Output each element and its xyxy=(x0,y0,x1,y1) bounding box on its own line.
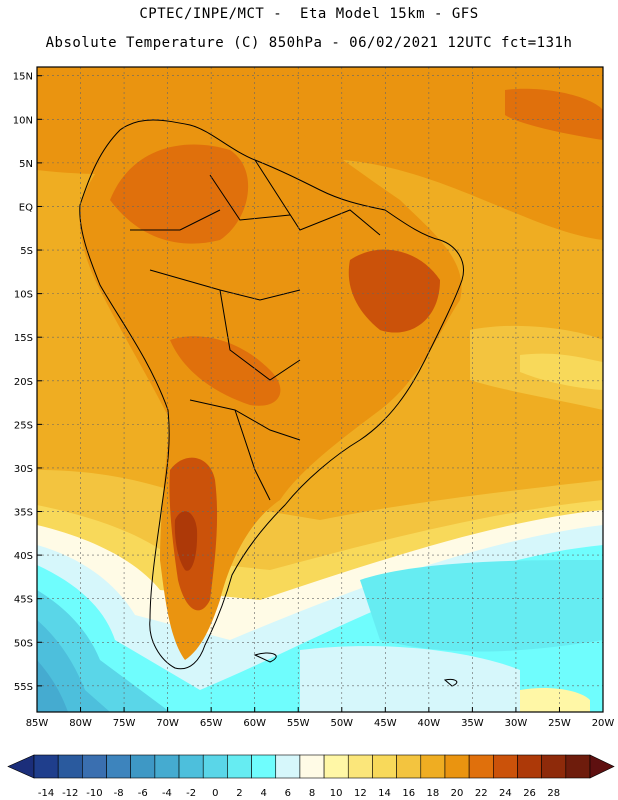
lon-label: 85W xyxy=(26,718,49,729)
colorbar-label: -4 xyxy=(162,788,172,799)
colorbar-swatch xyxy=(541,754,567,779)
lat-label: 20S xyxy=(14,377,33,388)
colorbar-swatch xyxy=(347,754,373,779)
colorbar-swatch xyxy=(275,754,301,779)
colorbar-label: 26 xyxy=(523,788,536,799)
colorbar-low-arrow xyxy=(7,754,35,779)
colorbar-label: 0 xyxy=(212,788,218,799)
lon-label: 75W xyxy=(113,718,136,729)
temperature-field xyxy=(37,67,603,712)
latitude-labels: 15N 10N 5N EQ 5S 10S 15S 20S 25S 30S 35S 40S 45S 50S 5… xyxy=(13,72,42,693)
lon-label: 65W xyxy=(200,718,223,729)
lon-label: 30W xyxy=(505,718,528,729)
colorbar-label: 24 xyxy=(499,788,512,799)
colorbar-label: -8 xyxy=(114,788,124,799)
colorbar-swatch xyxy=(130,754,156,779)
colorbar-swatch xyxy=(202,754,228,779)
colorbar-swatch xyxy=(299,754,325,779)
colorbar-swatch xyxy=(227,754,252,779)
lon-label: 25W xyxy=(548,718,571,729)
lat-label: 45S xyxy=(14,595,33,606)
lat-label: 55S xyxy=(14,682,33,693)
lat-label: 10S xyxy=(14,290,33,301)
colorbar-swatch xyxy=(420,754,446,779)
colorbar-swatch xyxy=(251,754,277,779)
lat-label: 50S xyxy=(14,638,33,649)
colorbar-swatch xyxy=(33,754,59,779)
lon-label: 45W xyxy=(374,718,397,729)
lat-label: 30S xyxy=(14,464,33,475)
lon-label: 20W xyxy=(592,718,615,729)
colorbar-label: 8 xyxy=(309,788,315,799)
lon-label: 55W xyxy=(287,718,310,729)
colorbar-label: -6 xyxy=(138,788,148,799)
colorbar-label: 2 xyxy=(236,788,242,799)
colorbar-label: -12 xyxy=(62,788,78,799)
colorbar-label: -14 xyxy=(38,788,54,799)
colorbar-swatch xyxy=(565,754,591,779)
colorbar-swatch xyxy=(82,754,107,779)
colorbar-swatch xyxy=(396,754,422,779)
lon-label: 70W xyxy=(156,718,179,729)
lon-label: 50W xyxy=(330,718,353,729)
lat-label: 35S xyxy=(14,508,33,519)
lat-lon-grid xyxy=(37,67,603,712)
colorbar-swatch xyxy=(444,754,470,779)
colorbar-label: 6 xyxy=(285,788,291,799)
title-line-1: CPTEC/INPE/MCT - Eta Model 15km - GFS xyxy=(139,6,479,22)
colorbar-label: -2 xyxy=(186,788,196,799)
colorbar-swatch xyxy=(178,754,204,779)
lat-label: 25S xyxy=(14,420,33,431)
colorbar-label: 10 xyxy=(330,788,343,799)
colorbar-swatch xyxy=(323,754,349,779)
lat-label: 10N xyxy=(13,115,33,126)
color-scale-bar: -14 -12 -10 -8 -6 -4 -2 0 2 4 6 8 10 12 14 16 18 20 22 24 26… xyxy=(7,754,615,799)
lon-label: 60W xyxy=(243,718,266,729)
colorbar-swatch xyxy=(57,754,83,779)
colorbar-swatch xyxy=(493,754,518,779)
lat-label: EQ xyxy=(19,202,33,213)
colorbar-label: 18 xyxy=(427,788,440,799)
colorbar-swatch xyxy=(372,754,397,779)
lat-label: 5N xyxy=(19,159,33,170)
lat-label: 15N xyxy=(13,72,33,83)
colorbar-label: 20 xyxy=(451,788,464,799)
colorbar-swatch xyxy=(106,754,131,779)
colorbar-swatch xyxy=(468,754,494,779)
map-frame xyxy=(36,66,604,713)
lon-label: 40W xyxy=(418,718,441,729)
colorbar-label: 28 xyxy=(547,788,560,799)
colorbar-label: 14 xyxy=(378,788,391,799)
colorbar-high-arrow xyxy=(589,754,615,779)
lat-label: 40S xyxy=(14,551,33,562)
lat-label: 15S xyxy=(14,333,33,344)
longitude-labels: 85W 80W 75W 70W 65W 60W 55W 50W 45W 40W 35W 30W 25W 2… xyxy=(26,707,615,729)
lon-label: 35W xyxy=(461,718,484,729)
colorbar-label: 16 xyxy=(402,788,415,799)
coastline xyxy=(79,119,464,687)
colorbar-label: 4 xyxy=(260,788,266,799)
colorbar-label: 22 xyxy=(475,788,488,799)
colorbar-swatch xyxy=(517,754,542,779)
lat-label: 5S xyxy=(20,246,33,257)
colorbar-label: -10 xyxy=(86,788,102,799)
lon-label: 80W xyxy=(69,718,92,729)
colorbar-swatch xyxy=(154,754,180,779)
colorbar-label: 12 xyxy=(354,788,367,799)
title-line-2: Absolute Temperature (C) 850hPa - 06/02/… xyxy=(45,35,573,51)
